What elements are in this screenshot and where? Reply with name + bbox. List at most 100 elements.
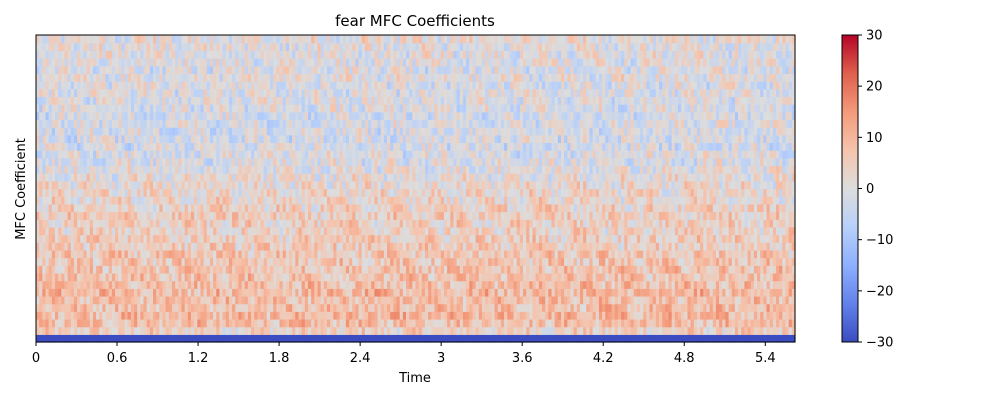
heatmap-cell (368, 311, 372, 320)
heatmap-cell (466, 288, 470, 297)
heatmap-cell (61, 326, 66, 335)
heatmap-cell (108, 280, 113, 289)
heatmap-cell (719, 326, 723, 335)
heatmap-cell (225, 303, 230, 312)
heatmap-cell (785, 295, 790, 305)
heatmap-cell (662, 318, 666, 328)
heatmap-cell (662, 311, 666, 320)
heatmap-cell (301, 303, 306, 312)
heatmap-cell (330, 295, 334, 305)
heatmap-cell (519, 295, 524, 305)
heatmap-cell (39, 318, 43, 328)
heatmap-cell (655, 288, 660, 297)
heatmap-cell (573, 295, 578, 305)
heatmap-cell (760, 288, 764, 297)
heatmap-cell (61, 318, 66, 328)
heatmap-cell (339, 280, 344, 289)
heatmap-cell (573, 311, 578, 320)
heatmap-cell (424, 318, 429, 328)
heatmap-cell (143, 295, 148, 305)
heatmap-cell (491, 280, 496, 289)
heatmap-cell (64, 303, 69, 312)
heatmap-cell (266, 295, 271, 305)
heatmap-cell (368, 280, 372, 289)
heatmap-cell (627, 303, 632, 312)
heatmap-cell (80, 280, 85, 289)
heatmap-cell (216, 303, 221, 312)
heatmap-cell (469, 280, 474, 289)
heatmap-cell (320, 303, 325, 312)
heatmap-cell (586, 311, 591, 320)
heatmap-cell (326, 288, 331, 297)
heatmap-cell (149, 288, 154, 297)
heatmap-cell (232, 288, 236, 297)
heatmap-cell (39, 280, 43, 289)
heatmap-cell (219, 280, 224, 289)
heatmap-cell (333, 311, 338, 320)
heatmap-cell (507, 295, 511, 305)
heatmap-cell (203, 318, 208, 328)
heatmap-cell (608, 311, 613, 320)
heatmap-cell (171, 334, 176, 343)
heatmap-cell (402, 280, 407, 289)
heatmap-cell (222, 303, 227, 312)
heatmap-cell (336, 288, 341, 297)
heatmap-cell (320, 295, 325, 305)
heatmap-cell (380, 295, 385, 305)
heatmap-cell (127, 295, 132, 305)
heatmap-cell (671, 334, 676, 343)
heatmap-cell (693, 318, 698, 328)
heatmap-cell (73, 318, 78, 328)
heatmap-cell (494, 288, 499, 297)
heatmap-cell (140, 295, 145, 305)
heatmap-cell (728, 295, 733, 305)
heatmap-cell (355, 288, 360, 297)
heatmap-cell (349, 280, 353, 289)
heatmap-cell (712, 303, 717, 312)
heatmap-cell (232, 303, 236, 312)
heatmap-cell (677, 288, 682, 297)
heatmap-cell (769, 326, 774, 335)
heatmap-cell (77, 318, 81, 328)
heatmap-cell (450, 334, 455, 343)
heatmap-cell (187, 280, 192, 289)
heatmap-cell (614, 303, 619, 312)
heatmap-cell (763, 295, 768, 305)
heatmap-cell (690, 334, 695, 343)
heatmap-cell (706, 318, 711, 328)
heatmap-cell (118, 311, 122, 320)
heatmap-cell (738, 288, 742, 297)
heatmap-cell (668, 295, 673, 305)
heatmap-cell (216, 311, 221, 320)
heatmap-cell (573, 303, 578, 312)
heatmap-cell (573, 318, 578, 328)
heatmap-cell (491, 288, 496, 297)
heatmap-cell (447, 288, 451, 297)
heatmap-cell (247, 295, 252, 305)
heatmap-cell (67, 334, 72, 343)
heatmap-cell (336, 280, 341, 289)
heatmap-cell (115, 334, 119, 343)
heatmap-cell (39, 303, 43, 312)
heatmap-cell (323, 334, 328, 343)
heatmap-cell (92, 288, 97, 297)
heatmap-cell (481, 326, 486, 335)
heatmap-cell (734, 318, 739, 328)
heatmap-cell (526, 303, 530, 312)
heatmap-cell (583, 318, 587, 328)
heatmap-cell (105, 280, 110, 289)
heatmap-cell (788, 311, 793, 320)
heatmap-cell (149, 280, 154, 289)
heatmap-cell (279, 318, 284, 328)
heatmap-cell (153, 280, 157, 289)
heatmap-cell (750, 334, 755, 343)
heatmap-cell (380, 311, 385, 320)
heatmap-cell (54, 303, 59, 312)
heatmap-cell (203, 280, 208, 289)
heatmap-cell (466, 295, 470, 305)
heatmap-cell (358, 318, 363, 328)
heatmap-cell (763, 311, 768, 320)
heatmap-cell (608, 318, 613, 328)
heatmap-cell (488, 311, 492, 320)
heatmap-cell (586, 295, 591, 305)
